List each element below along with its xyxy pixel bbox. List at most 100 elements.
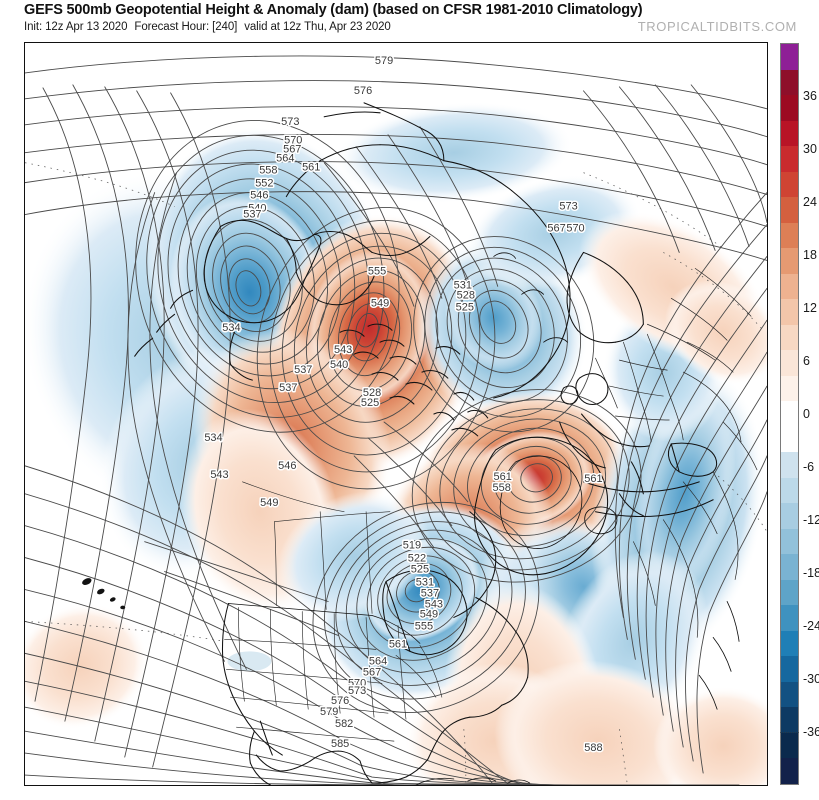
contour-label: 567 (363, 666, 381, 678)
contour-label-halo: 573 (348, 685, 366, 697)
contour-label: 534 (222, 322, 240, 334)
contour-label-halo: 552 (255, 178, 273, 190)
contour-label: 567 (283, 144, 301, 156)
colorbar-tick: 24 (803, 195, 817, 209)
colorbar[interactable] (780, 43, 799, 785)
contour-label-halo: 540 (248, 203, 266, 215)
contour-label-halo: 549 (260, 497, 278, 509)
contour-label: 552 (255, 178, 273, 190)
colorbar-band (781, 273, 798, 300)
colorbar-band (781, 350, 798, 376)
contour-label: 525 (361, 397, 379, 409)
contour-label-halo: 579 (320, 706, 338, 718)
contour-label-halo: 582 (335, 718, 353, 730)
colorbar-tick: 18 (803, 248, 817, 262)
contour-label-halo: 549 (371, 297, 389, 309)
contour-label-halo: 567 (547, 222, 565, 234)
colorbar-band (781, 426, 798, 453)
contour-label-halo: 537 (421, 588, 439, 600)
contour-label: 558 (493, 482, 511, 494)
colorbar-band (781, 95, 798, 121)
contour-label-halo: 567 (363, 666, 381, 678)
contour-label: 546 (250, 190, 268, 202)
contour-label-halo: 561 (389, 638, 407, 650)
contour-label: 534 (204, 432, 222, 444)
colorbar-tick: -12 (803, 513, 819, 527)
contour-label-halo: 561 (302, 162, 320, 174)
contour-label-halo: 543 (334, 344, 352, 356)
contour-label-halo: 579 (375, 55, 393, 67)
contour-label: 549 (371, 297, 389, 309)
colorbar-band (781, 477, 798, 504)
colorbar-band (781, 707, 798, 733)
contour-label-halo: 561 (494, 471, 512, 483)
colorbar-tick: -6 (803, 460, 815, 474)
map-canvas[interactable]: 579 579 576 576 573 573 570 570 567 567 564 564 561 5… (24, 42, 768, 786)
geography-layer (82, 102, 758, 785)
contour-label: 576 (331, 695, 349, 707)
colorbar-band (781, 554, 798, 580)
colorbar-band (781, 248, 798, 274)
contour-label: 540 (330, 359, 348, 371)
contour-label-halo: 585 (331, 738, 349, 750)
contour-label-halo: 564 (369, 655, 387, 667)
init-label: Init: 12z Apr 13 2020 (24, 21, 128, 33)
contour-label-halo: 570 (284, 135, 302, 147)
contour-label: 528 (457, 289, 475, 301)
contour-label-halo: 540 (330, 359, 348, 371)
contour-label-halo: 564 (276, 153, 294, 165)
site-watermark: TROPICALTIDBITS.COM (637, 19, 797, 34)
contour-label: 585 (331, 738, 349, 750)
contour-label-halo: 546 (250, 190, 268, 202)
contour-label: 537 (279, 382, 297, 394)
colorbar-band (781, 375, 798, 402)
colorbar-tick-labels: 36 30 24 18 12 6 0 -6 -12 -18 -24 -30 -36 (800, 43, 819, 785)
contour-label: 543 (210, 469, 228, 481)
contour-label-halo: 519 (403, 540, 421, 552)
contour-label: 561 (584, 473, 602, 485)
colorbar-tick: 0 (803, 407, 810, 421)
contour-label: 570 (284, 135, 302, 147)
colorbar-tick: 6 (803, 354, 810, 368)
contour-label-halo: 576 (354, 85, 372, 97)
colorbar-band (781, 681, 798, 708)
contour-label-halo: 522 (408, 553, 426, 565)
contour-label: 579 (320, 706, 338, 718)
colorbar-band (781, 299, 798, 325)
contour-label: 570 (566, 222, 584, 234)
contour-label-halo: 537 (243, 209, 261, 221)
contour-label: 588 (584, 742, 602, 754)
colorbar-band (781, 758, 798, 784)
contour-label-halo: 558 (259, 165, 277, 177)
contour-label-halo: 573 (281, 116, 299, 128)
contour-label-halo: 534 (204, 432, 222, 444)
contour-label-halo: 531 (454, 279, 472, 291)
contour-label: 573 (559, 201, 577, 213)
contour-label: 546 (278, 460, 296, 472)
contour-label-halo: 534 (222, 322, 240, 334)
contour-label: 558 (259, 165, 277, 177)
contour-label: 540 (248, 203, 266, 215)
colorbar-band (781, 732, 798, 759)
height-contour-layer (25, 55, 767, 785)
page-title: GEFS 500mb Geopotential Height & Anomaly… (24, 2, 643, 18)
colorbar-band (781, 630, 798, 657)
colorbar-band (781, 528, 798, 555)
contour-label-halo: 588 (584, 742, 602, 754)
colorbar-band (781, 44, 798, 70)
contour-label: 582 (335, 718, 353, 730)
contour-label: 537 (243, 209, 261, 221)
colorbar-band (781, 503, 798, 529)
contour-label: 555 (368, 265, 386, 277)
contour-label: 576 (354, 85, 372, 97)
contour-label: 573 (348, 685, 366, 697)
colorbar-band (781, 120, 798, 147)
contour-label-halo: 570 (566, 222, 584, 234)
contour-label-halo: 549 (420, 608, 438, 620)
contour-label: 519 (403, 540, 421, 552)
contour-label-halo: 543 (210, 469, 228, 481)
contour-label-halo: 537 (279, 382, 297, 394)
contour-label: 528 (363, 387, 381, 399)
contour-label-halo: 525 (411, 564, 429, 576)
contour-label: 570 (348, 677, 366, 689)
